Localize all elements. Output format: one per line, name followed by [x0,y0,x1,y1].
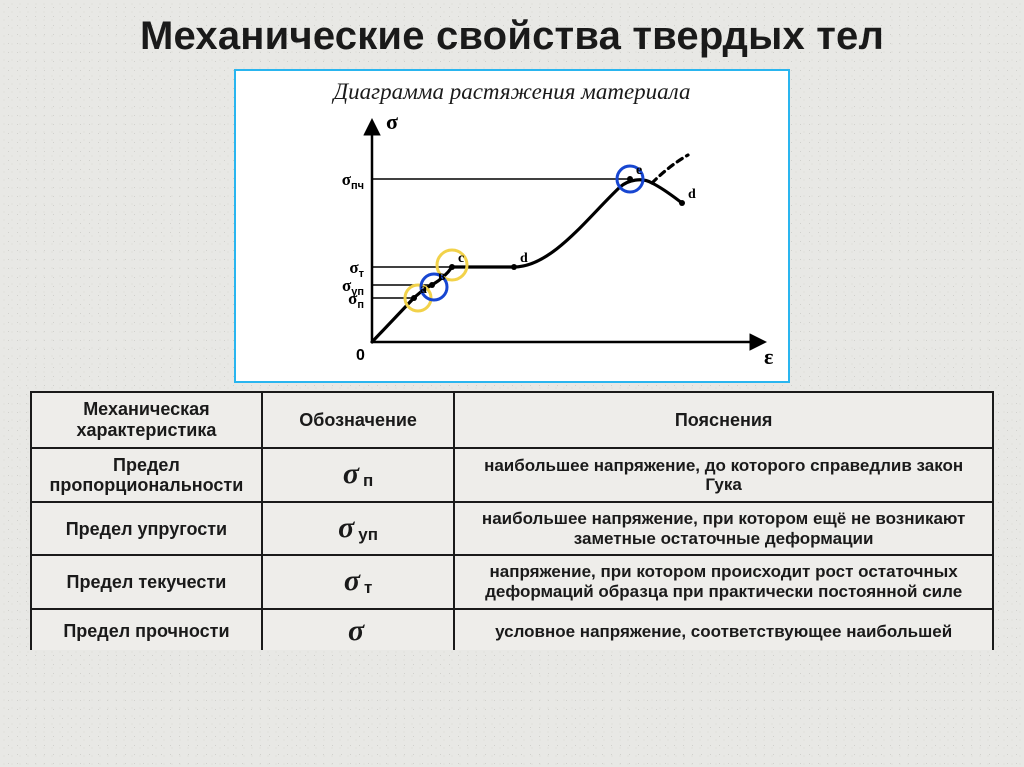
svg-text:в: в [438,269,446,284]
characteristic-name: Предел упругости [31,502,262,555]
characteristic-explanation: условное напряжение, соответствующее наи… [454,609,993,650]
svg-text:σт: σт [349,258,364,280]
characteristic-name: Предел пропорциональности [31,448,262,502]
slide: Механические свойства твердых тел Диагра… [0,0,1024,767]
table-row: Предел прочностиσусловное напряжение, со… [31,609,993,650]
characteristic-explanation: напряжение, при котором происходит рост … [454,555,993,608]
th-characteristic: Механическая характеристика [31,392,262,448]
svg-text:d: d [520,251,528,266]
svg-text:d: d [688,187,696,202]
svg-text:с: с [458,251,464,266]
characteristic-symbol: σт [262,555,454,608]
diagram-caption: Диаграмма растяжения материала [242,79,782,105]
characteristic-explanation: наибольшее напряжение, до которого справ… [454,448,993,502]
characteristic-symbol: σуп [262,502,454,555]
th-explanation: Пояснения [454,392,993,448]
page-title: Механические свойства твердых тел [30,14,994,59]
svg-text:ε: ε [764,344,773,369]
table-row: Предел текучестиσтнапряжение, при которо… [31,555,993,608]
svg-text:e: e [636,163,642,178]
diagram-panel: Диаграмма растяжения материала σε0σпσупσ… [234,69,790,383]
characteristic-name: Предел прочности [31,609,262,650]
characteristic-name: Предел текучести [31,555,262,608]
characteristic-explanation: наибольшее напряжение, при котором ещё н… [454,502,993,555]
characteristic-symbol: σп [262,448,454,502]
svg-text:0: 0 [356,347,365,364]
table-row: Предел упругостиσупнаибольшее напряжение… [31,502,993,555]
svg-text:a: a [420,282,427,297]
svg-text:σ: σ [386,109,398,134]
th-symbol: Обозначение [262,392,454,448]
table-header-row: Механическая характеристика Обозначение … [31,392,993,448]
definitions-table: Механическая характеристика Обозначение … [30,391,994,650]
stress-strain-chart: σε0σпσупσтσпчaвсded [242,107,782,377]
characteristic-symbol: σ [262,609,454,650]
table-row: Предел пропорциональностиσпнаибольшее на… [31,448,993,502]
svg-text:σпч: σпч [342,170,364,192]
